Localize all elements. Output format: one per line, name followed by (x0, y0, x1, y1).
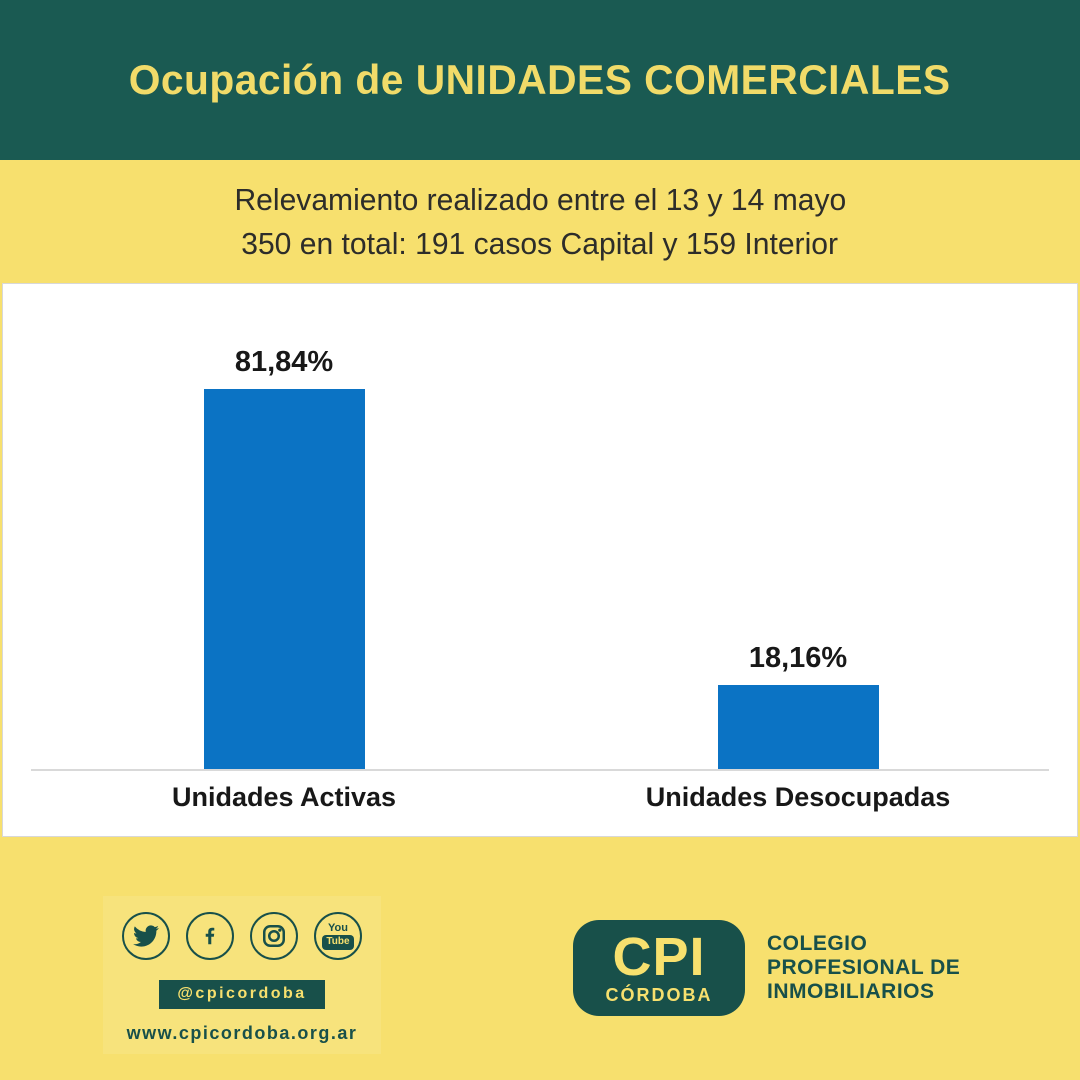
category-label-unidades-desocupadas: Unidades Desocupadas (645, 782, 951, 812)
cpi-logo: CPI CÓRDOBA (573, 920, 745, 1016)
subtitle-line-1: Relevamiento realizado entre el 13 y 14 … (234, 181, 846, 217)
brand-block: CPI CÓRDOBA COLEGIO PROFESIONAL DE INMOB… (573, 920, 960, 1016)
youtube-you-text: You (328, 921, 348, 934)
twitter-icon[interactable] (122, 912, 170, 960)
category-label-unidades-activas: Unidades Activas (171, 782, 397, 812)
subtitle-band: Relevamiento realizado entre el 13 y 14 … (0, 160, 1080, 283)
social-handle-badge[interactable]: @cpicordoba (159, 980, 325, 1009)
bar-unidades-desocupadas (718, 685, 879, 769)
instagram-icon[interactable] (250, 912, 298, 960)
youtube-icon[interactable]: You Tube (314, 912, 362, 960)
header-banner: Ocupación de UNIDADES COMERCIALES (0, 0, 1080, 160)
facebook-icon[interactable] (186, 912, 234, 960)
logo-city: CÓRDOBA (605, 985, 713, 1005)
org-name-line-2: PROFESIONAL DE (767, 956, 961, 979)
page-title: Ocupación de UNIDADES COMERCIALES (129, 56, 951, 103)
x-axis-line (31, 769, 1049, 771)
youtube-logo-text: You Tube (322, 921, 354, 950)
bar-value-label-0: 81,84% (234, 346, 334, 378)
youtube-tube-text: Tube (322, 934, 354, 950)
footer: You Tube @cpicordoba www.cpicordoba.org.… (0, 838, 1080, 1080)
social-icons-row: You Tube (122, 912, 362, 960)
logo-acronym: CPI (612, 927, 706, 987)
subtitle-line-2: 350 en total: 191 casos Capital y 159 In… (241, 225, 839, 261)
bar-unidades-activas (204, 389, 365, 769)
website-link[interactable]: www.cpicordoba.org.ar (126, 1023, 358, 1043)
social-block: You Tube @cpicordoba www.cpicordoba.org.… (103, 896, 381, 1054)
organization-name: COLEGIO PROFESIONAL DE INMOBILIARIOS (767, 932, 960, 1004)
bar-value-label-1: 18,16% (748, 642, 848, 674)
org-name-line-3: INMOBILIARIOS (767, 980, 935, 1003)
org-name-line-1: COLEGIO (767, 932, 868, 955)
bar-chart: 81,84% 18,16% Unidades Activas Unidades … (2, 283, 1078, 837)
